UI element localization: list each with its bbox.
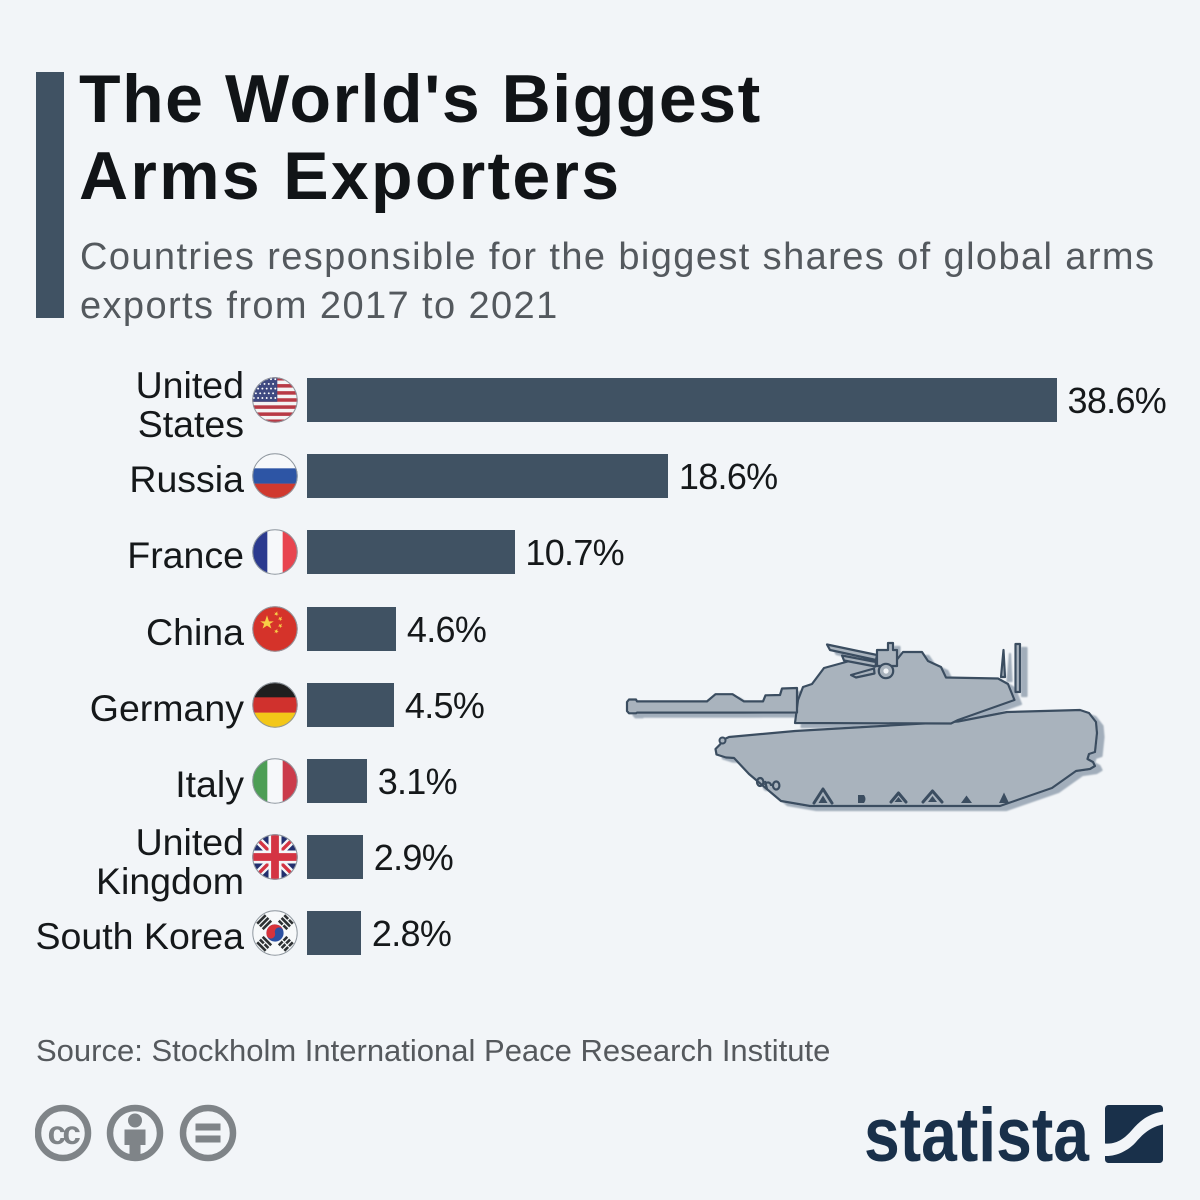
svg-text:cc: cc — [48, 1114, 81, 1151]
svg-text:statista: statista — [864, 1093, 1090, 1170]
